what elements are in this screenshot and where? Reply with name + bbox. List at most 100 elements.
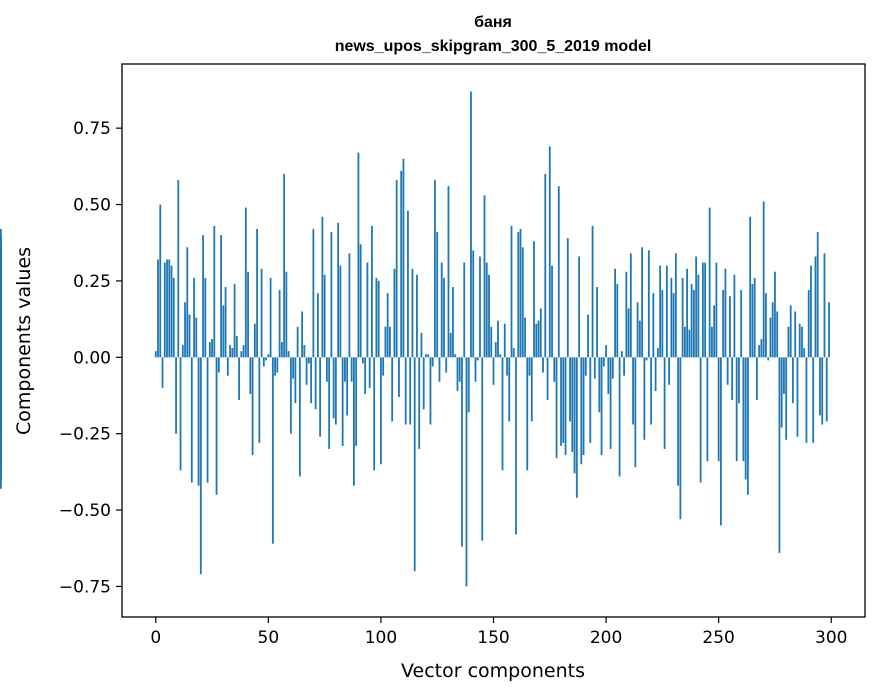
bar-256 (731, 357, 734, 401)
bar-230 (672, 293, 675, 358)
bar-20 (199, 357, 202, 575)
bar-101 (382, 357, 385, 376)
bar-183 (566, 238, 569, 358)
bar-80 (334, 357, 337, 425)
bar-280 (785, 357, 788, 440)
bar-165 (526, 357, 529, 471)
bar-64 (298, 357, 301, 477)
bar-275 (774, 271, 776, 358)
bar-269 (760, 338, 763, 358)
bar-254 (726, 357, 729, 385)
bar-205 (616, 283, 619, 358)
bar-100 (380, 357, 382, 465)
bar-197 (598, 357, 601, 413)
bar-249 (715, 262, 718, 358)
bar-193 (589, 357, 592, 443)
bar-267 (756, 357, 758, 401)
bar-61 (292, 357, 295, 379)
bar-104 (389, 326, 391, 358)
bar-108 (398, 357, 400, 398)
bar-145 (481, 357, 484, 541)
bar-148 (488, 274, 490, 358)
bar-72 (316, 293, 319, 358)
bar-213 (634, 357, 637, 468)
bar-175 (548, 146, 551, 358)
x-tick-label: 250 (702, 628, 734, 648)
bar-41 (247, 271, 249, 358)
y-axis-ticks: −0.75 −0.50 −0.25 0.00 0.25 0.50 0.75 (59, 119, 122, 597)
bar-207 (620, 351, 623, 358)
bar-26 (213, 225, 216, 358)
bar-163 (521, 247, 524, 358)
bar-111 (404, 357, 407, 425)
bar-71 (314, 357, 317, 410)
bar-284 (794, 311, 797, 358)
bar-140 (470, 91, 472, 358)
bar-143 (476, 357, 479, 361)
bar-120 (425, 354, 427, 358)
bar-58 (285, 271, 288, 358)
bar-194 (591, 225, 594, 358)
bar-134 (456, 357, 459, 391)
bar-237 (688, 329, 691, 358)
bar-151 (494, 342, 497, 358)
bar-144 (479, 256, 481, 358)
bar-252 (722, 290, 725, 358)
bar-180 (560, 357, 562, 446)
bar-107 (395, 180, 398, 358)
bar-196 (596, 287, 598, 358)
bar-221 (652, 293, 655, 358)
bar-99 (377, 280, 380, 358)
bar-5 (166, 259, 168, 358)
bar-285 (796, 357, 799, 437)
y-tick-label: 0.25 (73, 272, 111, 292)
bar-271 (765, 293, 767, 358)
chart-title: баня (474, 14, 512, 31)
bar-21 (202, 235, 204, 358)
bar-297 (823, 253, 826, 358)
bar-295 (819, 357, 821, 416)
bar-162 (519, 228, 522, 358)
bar-18 (195, 317, 198, 358)
bar-34 (231, 348, 234, 358)
bar-undefined (0, 314, 2, 358)
bar-158 (510, 225, 513, 358)
bar-204 (614, 268, 616, 358)
bar-150 (492, 357, 495, 385)
bar-227 (665, 265, 668, 358)
bar-74 (321, 216, 324, 358)
bar-49 (265, 357, 267, 361)
bar-78 (330, 232, 333, 358)
bar-218 (645, 357, 648, 361)
bar-202 (609, 357, 612, 449)
bar-6 (168, 259, 171, 358)
bar-119 (422, 357, 425, 410)
bar-233 (679, 357, 682, 520)
bar-135 (458, 357, 461, 382)
bar-291 (810, 265, 812, 358)
bar-283 (792, 357, 794, 404)
bar-17 (193, 277, 195, 358)
bar-67 (305, 357, 308, 385)
bar-258 (735, 357, 738, 462)
bar-138 (465, 357, 468, 587)
bar-83 (341, 357, 344, 446)
bar-228 (668, 357, 671, 385)
bar-152 (497, 320, 499, 358)
bar-69 (310, 357, 313, 404)
chart-subtitle: news_upos_skipgram_300_5_2019 model (335, 38, 652, 55)
bar-157 (508, 357, 511, 422)
bar-92 (362, 357, 364, 364)
bar-236 (686, 268, 689, 358)
x-tick-label: 200 (590, 628, 622, 648)
bar-14 (186, 247, 189, 358)
bar-154 (501, 357, 504, 471)
bar-160 (515, 357, 517, 535)
bar-199 (602, 357, 605, 367)
bar-255 (729, 296, 731, 358)
bar-129 (445, 357, 448, 373)
bar-293 (814, 256, 817, 358)
bar-184 (569, 357, 571, 422)
bar-89 (355, 357, 358, 446)
